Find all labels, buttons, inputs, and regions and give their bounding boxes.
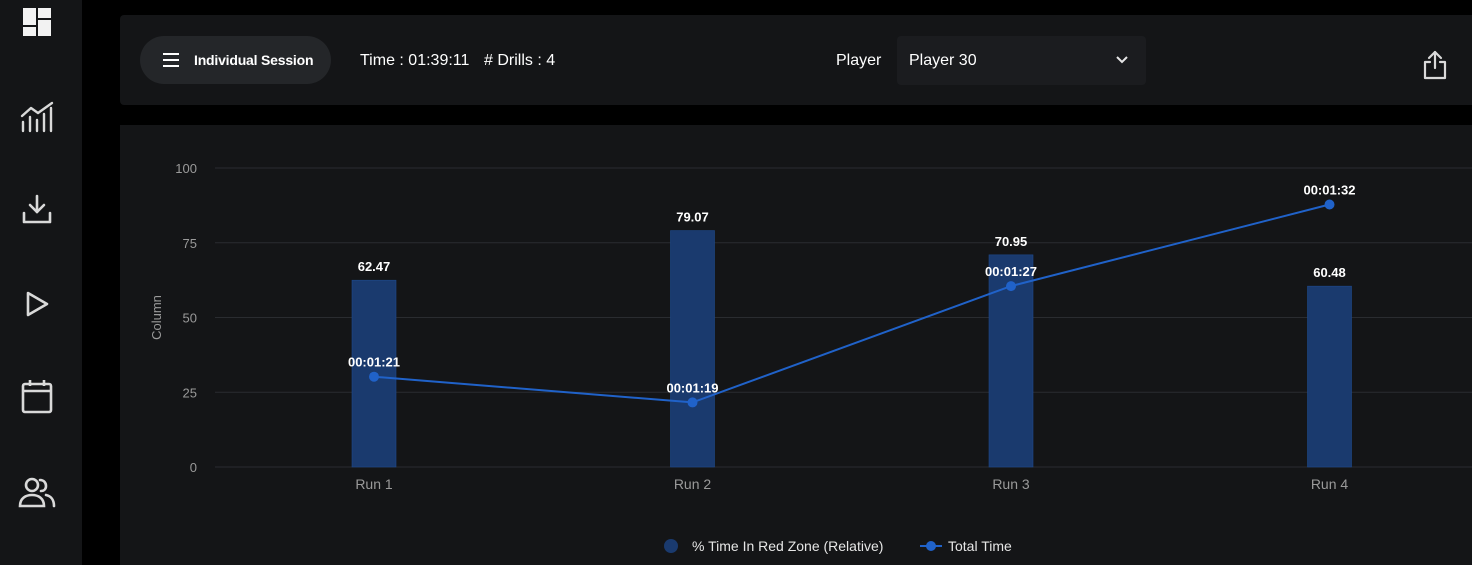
total-time-line (373, 203, 1330, 404)
bar-data-label: 70.95 (995, 234, 1028, 249)
share-icon (1423, 50, 1447, 80)
player-select-value: Player 30 (909, 52, 977, 69)
chevron-down-icon (1116, 56, 1128, 64)
analytics-chart-icon[interactable] (18, 98, 56, 136)
line-point (369, 371, 379, 382)
y-tick-label: 25 (183, 385, 197, 400)
line-data-label: 00:01:19 (666, 380, 718, 395)
line-data-label: 00:01:21 (348, 355, 400, 370)
bar (1307, 285, 1352, 468)
combo-chart: 0 25 50 75 100 Column 62.47 79.07 70.95 60.48 Run … (149, 161, 1472, 492)
y-tick-label: 100 (175, 161, 197, 176)
users-icon[interactable] (18, 473, 56, 511)
drill-count: # Drills : 4 (484, 52, 556, 69)
bar-data-label: 60.48 (1313, 265, 1346, 280)
legend-item-total-time[interactable]: Total Time (920, 538, 1012, 554)
bar-data-label: 79.07 (676, 210, 709, 225)
session-type-label: Individual Session (194, 52, 314, 68)
x-tick-label: Run 2 (674, 476, 712, 492)
legend-swatch-line (920, 539, 942, 553)
menu-icon (163, 53, 179, 67)
share-export-button[interactable] (1422, 50, 1448, 80)
x-tick-label: Run 4 (1311, 476, 1349, 492)
legend-swatch-bar (664, 539, 678, 553)
y-tick-label: 50 (183, 311, 197, 326)
bar (670, 230, 715, 468)
session-header: Individual Session Time : 01:39:11 # Dri… (120, 15, 1472, 105)
chart-panel: 0 25 50 75 100 Column 62.47 79.07 70.95 60.48 Run … (120, 125, 1472, 565)
line-data-label: 00:01:32 (1303, 182, 1355, 197)
play-icon[interactable] (18, 285, 56, 323)
line-point (687, 397, 698, 408)
dashboard-icon[interactable] (18, 3, 56, 41)
player-select[interactable]: Player 30 (897, 36, 1146, 85)
sidebar (0, 0, 82, 565)
line-point (1006, 281, 1016, 292)
legend-label-total-time: Total Time (948, 538, 1012, 554)
download-icon[interactable] (18, 190, 56, 228)
x-tick-label: Run 1 (355, 476, 393, 492)
y-tick-label: 75 (183, 236, 197, 251)
session-menu-button[interactable]: Individual Session (140, 36, 331, 84)
line-point (1324, 199, 1335, 210)
bar-data-label: 62.47 (358, 259, 391, 274)
chart-legend: % Time In Red Zone (Relative) Total Time (120, 535, 1472, 559)
session-time: Time : 01:39:11 (360, 52, 470, 69)
player-label: Player (836, 52, 882, 69)
line-data-label: 00:01:27 (985, 264, 1037, 279)
x-tick-label: Run 3 (992, 476, 1030, 492)
y-tick-label: 0 (190, 460, 197, 475)
legend-label-red-zone: % Time In Red Zone (Relative) (692, 538, 884, 554)
y-axis-label: Column (149, 295, 164, 340)
calendar-icon[interactable] (18, 378, 56, 416)
legend-item-red-zone[interactable]: % Time In Red Zone (Relative) (664, 538, 883, 554)
